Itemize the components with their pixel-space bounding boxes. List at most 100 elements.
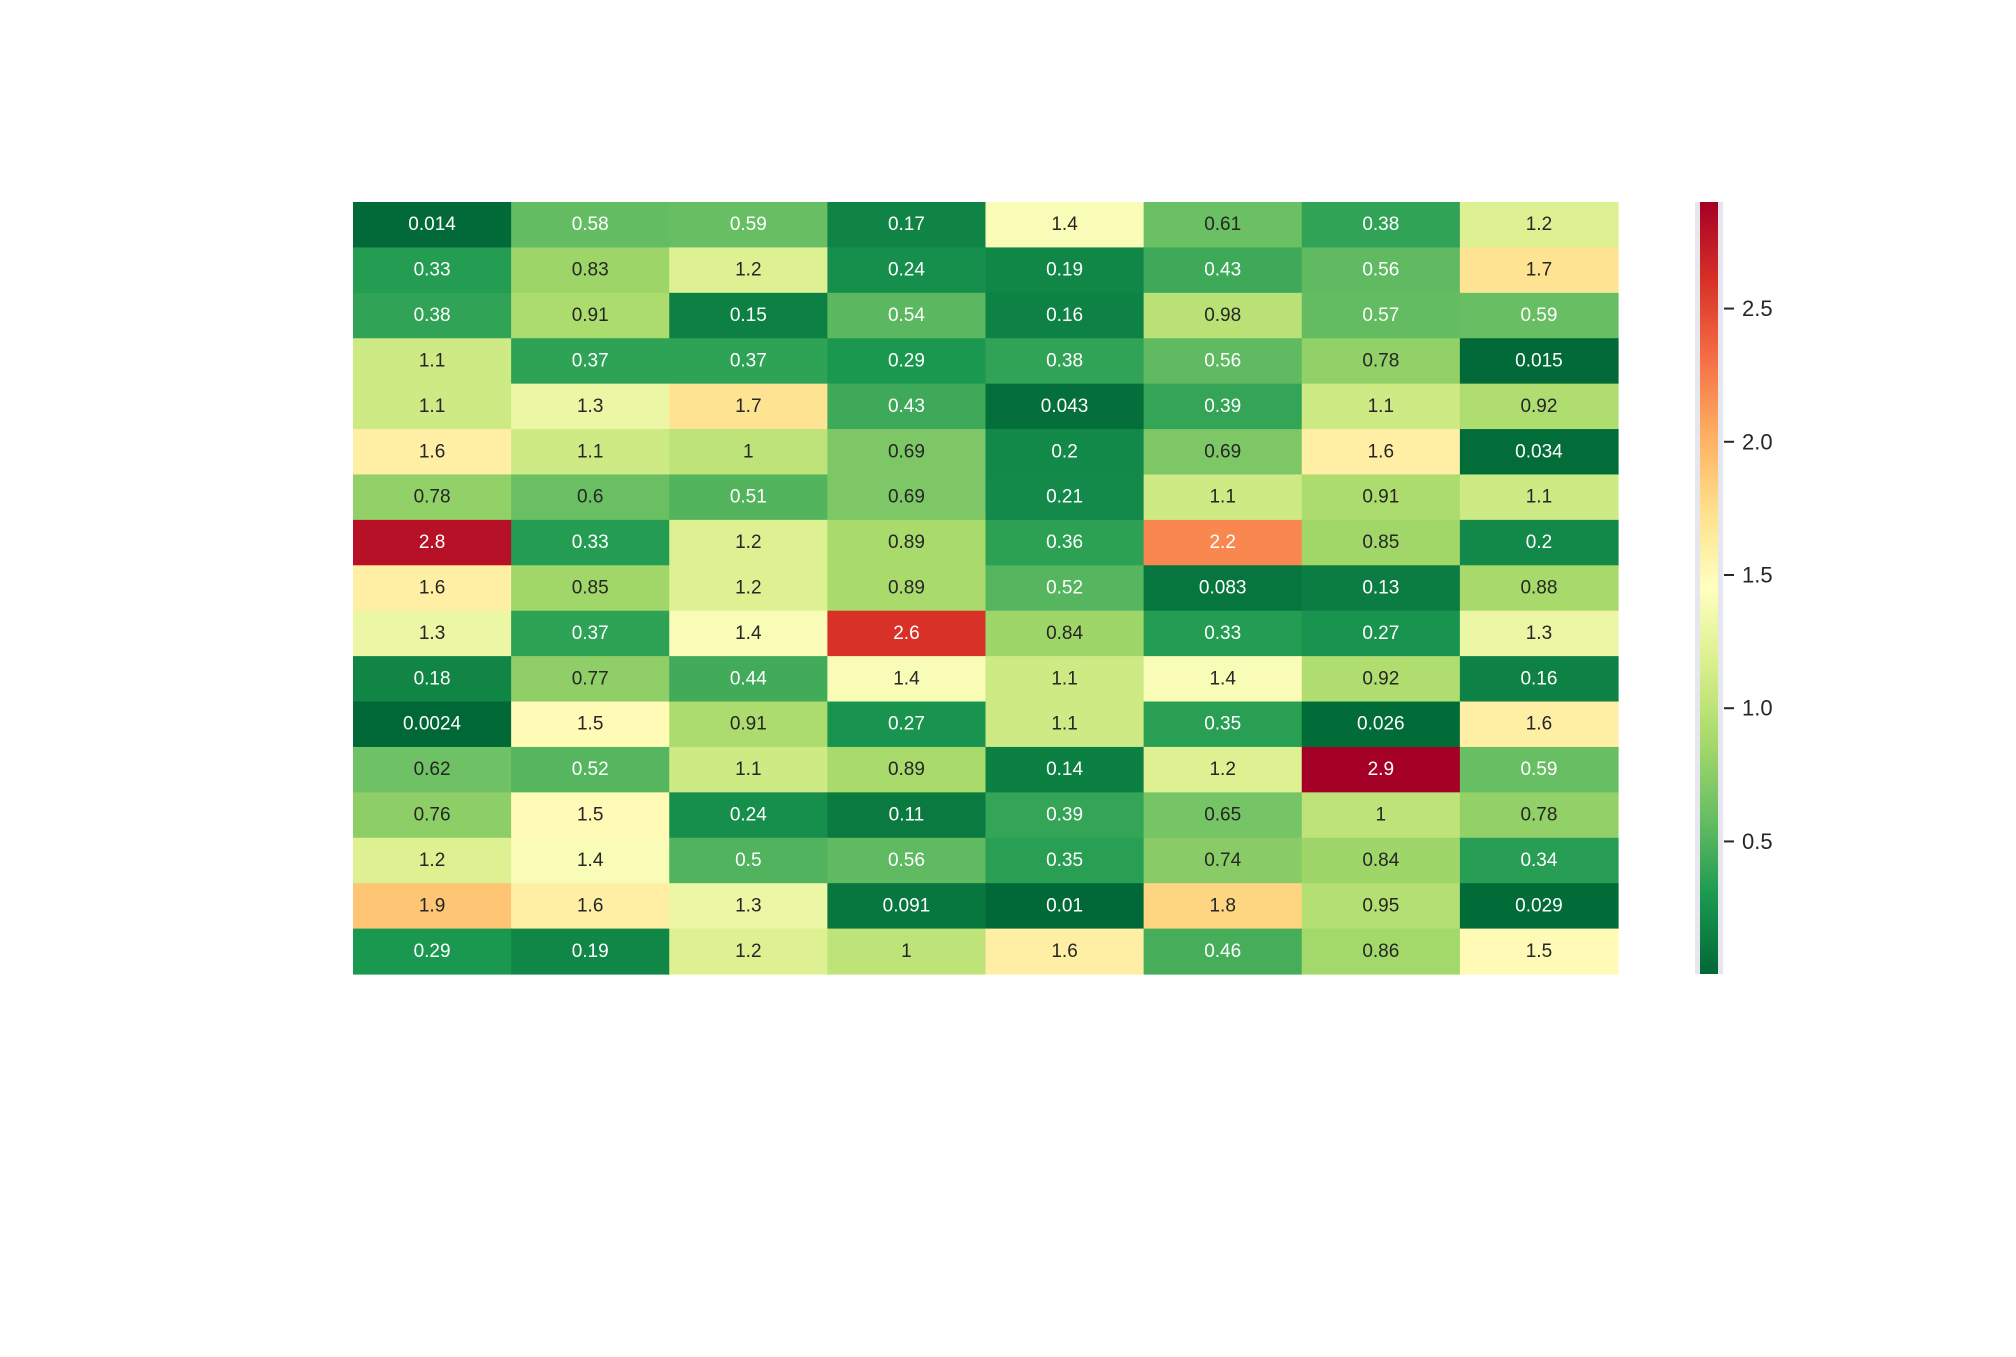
cell-value-label: 0.026	[1357, 714, 1405, 735]
heatmap-cell	[1459, 656, 1619, 703]
heatmap-cell	[1459, 928, 1619, 975]
heatmap-cell	[511, 928, 670, 975]
cell-value-label: 0.083	[1199, 578, 1247, 599]
heatmap-cell	[511, 656, 670, 703]
cell-value-label: 0.61	[1204, 214, 1241, 235]
cell-value-label: 1.6	[419, 578, 445, 599]
cell-value-label: 1.1	[1526, 487, 1552, 508]
cell-value-label: 0.76	[414, 805, 451, 826]
heatmap-cell	[669, 429, 828, 476]
heatmap-cell	[827, 429, 987, 476]
heatmap-cell	[1301, 837, 1461, 884]
heatmap-cell	[1143, 792, 1303, 839]
heatmap-cell	[353, 701, 512, 748]
cell-value-label: 0.88	[1520, 578, 1557, 599]
heatmap-cell	[669, 701, 828, 748]
heatmap-cell	[669, 610, 828, 657]
cell-value-label: 0.37	[572, 350, 609, 371]
cell-value-label: 0.029	[1515, 895, 1563, 916]
cell-value-label: 0.29	[888, 350, 925, 371]
heatmap-cell	[353, 519, 512, 566]
heatmap-cell	[1301, 928, 1461, 975]
cell-value-label: 1.3	[419, 623, 445, 644]
cell-value-label: 0.92	[1520, 396, 1557, 417]
cell-value-label: 1.2	[419, 850, 445, 871]
colorbar-tick-label: 1.0	[1742, 696, 1773, 721]
heatmap-cell	[511, 610, 670, 657]
cell-value-label: 0.17	[888, 214, 925, 235]
heatmap-cell	[985, 202, 1145, 249]
heatmap-cell	[1143, 837, 1303, 884]
heatmap-cell	[1301, 565, 1461, 612]
heatmap-cell	[827, 792, 987, 839]
heatmap-cell	[353, 837, 512, 884]
heatmap-cell	[669, 656, 828, 703]
cell-value-label: 0.59	[1520, 305, 1557, 326]
heatmap-cell	[669, 928, 828, 975]
heatmap-cell	[1459, 610, 1619, 657]
heatmap-cell	[1459, 292, 1619, 339]
cell-value-label: 1.1	[577, 441, 603, 462]
cell-value-label: 1.5	[1526, 941, 1552, 962]
heatmap-cell	[669, 746, 828, 793]
cell-value-label: 1.1	[1051, 714, 1077, 735]
heatmap-cell	[1301, 292, 1461, 339]
heatmap-cell	[827, 292, 987, 339]
heatmap-cell	[1459, 338, 1619, 385]
heatmap-cell	[1143, 610, 1303, 657]
cell-value-label: 0.091	[883, 895, 931, 916]
heatmap-cell	[511, 746, 670, 793]
heatmap-cell	[985, 792, 1145, 839]
cell-value-label: 0.56	[1204, 350, 1241, 371]
heatmap-cells	[353, 202, 1619, 975]
heatmap-cell	[1143, 474, 1303, 521]
cell-value-label: 0.2	[1051, 441, 1077, 462]
heatmap-cell	[1301, 746, 1461, 793]
cell-value-label: 1.1	[1209, 487, 1235, 508]
heatmap-cell	[985, 883, 1145, 930]
heatmap-cell	[827, 883, 987, 930]
heatmap-cell	[511, 701, 670, 748]
heatmap-cell	[353, 383, 512, 430]
cell-value-label: 1	[1376, 805, 1387, 826]
cell-value-label: 0.18	[414, 668, 451, 689]
cell-value-label: 0.5	[735, 850, 761, 871]
cell-value-label: 0.24	[888, 260, 925, 281]
cell-value-label: 0.98	[1204, 305, 1241, 326]
cell-value-label: 0.78	[1520, 805, 1557, 826]
cell-value-label: 2.8	[419, 532, 445, 553]
heatmap-cell	[1459, 792, 1619, 839]
cell-value-label: 0.86	[1362, 941, 1399, 962]
cell-value-label: 0.46	[1204, 941, 1241, 962]
heatmap-cell	[511, 883, 670, 930]
heatmap-cell	[1301, 383, 1461, 430]
cell-value-label: 1.9	[419, 895, 445, 916]
cell-value-label: 1	[743, 441, 754, 462]
cell-value-label: 0.35	[1204, 714, 1241, 735]
cell-value-label: 0.16	[1520, 668, 1557, 689]
heatmap-cell	[1301, 338, 1461, 385]
heatmap-cell	[511, 383, 670, 430]
cell-value-label: 0.27	[1362, 623, 1399, 644]
heatmap-cell	[985, 292, 1145, 339]
heatmap-cell	[669, 474, 828, 521]
heatmap-cell	[511, 792, 670, 839]
colorbar-tick-label: 2.5	[1742, 296, 1773, 321]
cell-value-label: 0.95	[1362, 895, 1399, 916]
heatmap-cell	[1301, 247, 1461, 294]
cell-value-label: 1.1	[735, 759, 761, 780]
heatmap-cell	[511, 338, 670, 385]
cell-value-label: 0.37	[730, 350, 767, 371]
cell-value-label: 1.7	[1526, 260, 1552, 281]
cell-value-label: 0.59	[730, 214, 767, 235]
heatmap-cell	[669, 837, 828, 884]
cell-value-label: 0.2	[1526, 532, 1552, 553]
cell-value-label: 0.034	[1515, 441, 1563, 462]
cell-value-label: 1.3	[1526, 623, 1552, 644]
cell-value-label: 1.6	[1526, 714, 1552, 735]
cell-value-label: 0.19	[572, 941, 609, 962]
heatmap-cell	[827, 610, 987, 657]
heatmap-cell	[827, 519, 987, 566]
cell-value-label: 1.6	[1051, 941, 1077, 962]
